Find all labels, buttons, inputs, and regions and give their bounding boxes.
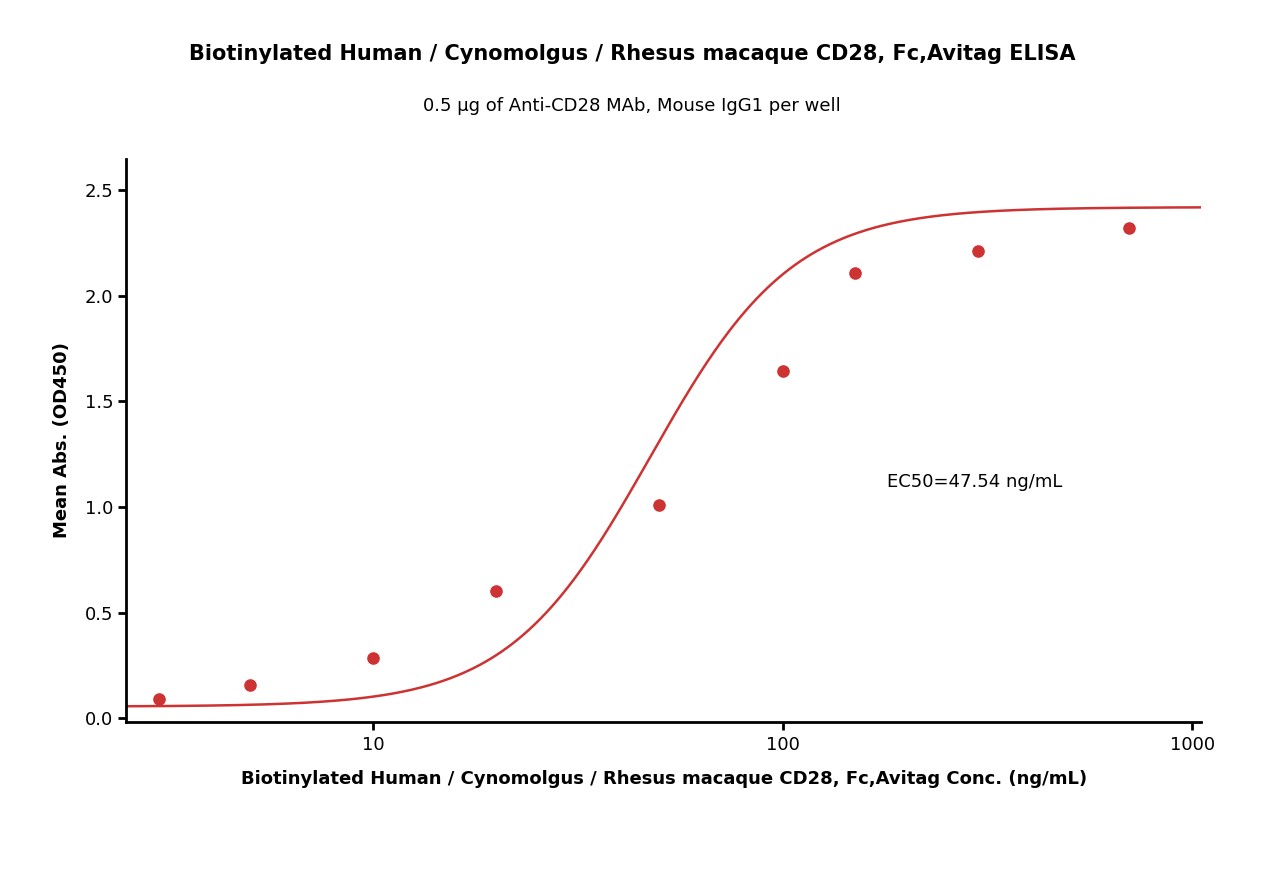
Text: EC50=47.54 ng/mL: EC50=47.54 ng/mL [887,473,1063,491]
Text: 0.5 μg of Anti-CD28 MAb, Mouse IgG1 per well: 0.5 μg of Anti-CD28 MAb, Mouse IgG1 per … [423,97,841,115]
Text: Biotinylated Human / Cynomolgus / Rhesus macaque CD28, Fc,Avitag ELISA: Biotinylated Human / Cynomolgus / Rhesus… [188,44,1076,64]
Y-axis label: Mean Abs. (OD450): Mean Abs. (OD450) [53,343,71,538]
Point [149,692,169,707]
Point [487,584,507,598]
Point [844,265,865,279]
Point [650,498,670,512]
Point [1119,221,1139,235]
Point [772,364,793,378]
Point [240,678,260,692]
Point [968,244,988,258]
X-axis label: Biotinylated Human / Cynomolgus / Rhesus macaque CD28, Fc,Avitag Conc. (ng/mL): Biotinylated Human / Cynomolgus / Rhesus… [240,770,1087,788]
Point [363,651,383,665]
